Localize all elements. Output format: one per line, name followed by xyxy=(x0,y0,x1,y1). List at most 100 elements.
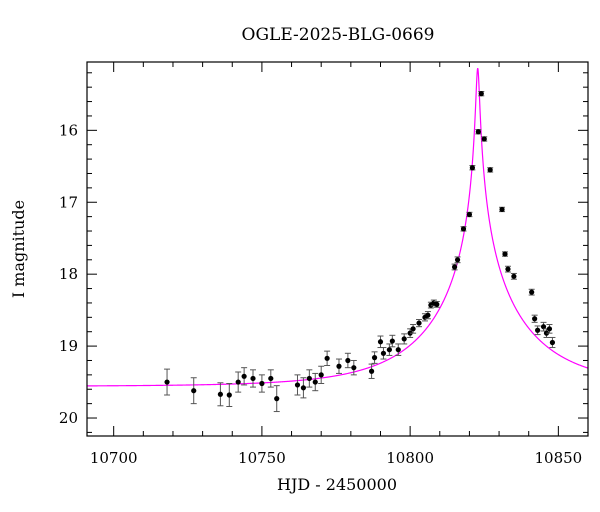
y-tick-label: 16 xyxy=(59,121,78,139)
point-marker xyxy=(475,129,481,135)
data-point xyxy=(499,206,506,213)
point-marker xyxy=(268,375,274,382)
point-marker xyxy=(466,211,473,218)
y-tick-label: 19 xyxy=(59,337,78,355)
data-point xyxy=(377,335,384,349)
point-marker xyxy=(217,391,224,397)
x-axis-label: HJD - 2450000 xyxy=(277,475,397,494)
data-point xyxy=(335,358,342,374)
x-tick-label: 10800 xyxy=(386,449,434,467)
point-marker xyxy=(481,136,487,142)
data-point xyxy=(531,314,538,323)
point-marker xyxy=(300,385,307,391)
data-point xyxy=(324,350,331,367)
data-point xyxy=(546,324,553,334)
data-point xyxy=(469,165,476,171)
axis-ticks xyxy=(87,62,589,436)
plot-frame xyxy=(86,61,589,437)
data-point xyxy=(190,377,197,405)
point-marker xyxy=(451,264,458,270)
data-point xyxy=(475,129,482,135)
point-marker xyxy=(487,167,493,173)
data-point xyxy=(478,90,485,97)
data-point xyxy=(386,343,393,356)
data-point xyxy=(510,272,517,280)
tick-labels: 10700 10750 10800 10850 16 17 18 19 20 xyxy=(59,121,582,467)
point-marker xyxy=(425,312,431,318)
point-marker xyxy=(389,338,395,344)
point-marker xyxy=(259,380,265,387)
data-point xyxy=(460,226,467,232)
point-marker xyxy=(241,373,247,379)
data-point xyxy=(235,371,242,393)
data-point xyxy=(466,211,473,218)
point-marker xyxy=(454,257,461,263)
point-marker xyxy=(499,206,505,213)
point-marker xyxy=(395,347,401,353)
data-point xyxy=(294,374,301,396)
point-marker xyxy=(306,375,312,382)
point-marker xyxy=(235,379,241,385)
data-point xyxy=(273,385,280,413)
data-point xyxy=(451,263,458,271)
data-point xyxy=(504,265,511,273)
point-marker xyxy=(529,289,535,295)
chart-title: OGLE-2025-BLG-0669 xyxy=(242,25,435,45)
data-point xyxy=(389,334,396,348)
point-marker xyxy=(351,365,357,371)
x-tick-label: 10700 xyxy=(90,449,138,467)
x-tick-label: 10850 xyxy=(534,449,582,467)
point-marker xyxy=(368,368,375,374)
point-marker xyxy=(226,392,232,398)
y-tick-label: 20 xyxy=(59,409,78,427)
point-marker xyxy=(535,327,541,333)
data-point xyxy=(401,333,408,345)
data-point xyxy=(380,347,387,360)
point-marker xyxy=(312,379,318,385)
y-axis-label: I magnitude xyxy=(9,200,28,298)
data-point xyxy=(267,369,274,388)
point-marker xyxy=(434,301,440,307)
data-point xyxy=(350,359,357,376)
x-tick-label: 10750 xyxy=(238,449,286,467)
point-marker xyxy=(549,339,556,346)
point-marker xyxy=(511,273,517,279)
point-marker xyxy=(460,226,467,232)
data-point xyxy=(312,372,319,392)
data-point xyxy=(258,374,265,393)
data-point xyxy=(410,324,417,334)
data-point xyxy=(241,367,248,386)
point-marker xyxy=(318,372,324,378)
point-marker xyxy=(532,316,538,322)
data-point xyxy=(306,369,313,388)
data-point xyxy=(534,325,541,336)
point-marker xyxy=(274,396,280,402)
data-point xyxy=(416,318,423,328)
data-point xyxy=(549,336,556,349)
point-marker xyxy=(540,324,547,330)
point-marker xyxy=(502,251,508,257)
data-points xyxy=(164,90,556,413)
data-point xyxy=(424,311,431,320)
data-point xyxy=(300,377,307,399)
point-marker xyxy=(401,336,407,342)
data-point xyxy=(164,368,171,396)
point-marker xyxy=(469,165,475,171)
point-marker xyxy=(478,91,484,97)
point-marker xyxy=(191,388,197,394)
data-point xyxy=(217,382,224,407)
data-point xyxy=(501,251,508,257)
point-marker xyxy=(336,363,342,369)
data-point xyxy=(395,343,402,356)
point-marker xyxy=(386,347,392,353)
y-tick-label: 17 xyxy=(59,193,78,211)
point-marker xyxy=(294,382,301,388)
data-point xyxy=(528,288,535,296)
data-point xyxy=(318,365,325,384)
data-point xyxy=(371,351,378,364)
point-marker xyxy=(546,326,553,332)
data-point xyxy=(481,136,488,142)
point-marker xyxy=(410,326,416,332)
data-point xyxy=(433,301,440,308)
point-marker xyxy=(377,339,384,345)
